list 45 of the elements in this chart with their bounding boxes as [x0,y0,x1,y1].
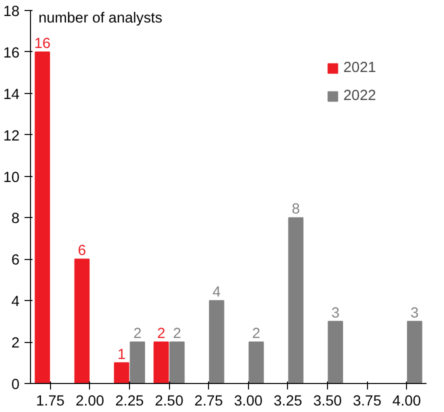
data-label: 2 [157,326,166,342]
y-tick-label: 12 [3,128,20,144]
data-label: 1 [118,346,126,363]
x-tick-label: 2.75 [194,394,223,410]
y-tick-label: 14 [3,86,20,103]
bar [34,51,50,384]
data-label: 6 [78,243,86,260]
y-tick-label: 6 [11,252,20,269]
bar [208,300,224,384]
bar [328,320,344,384]
y-tick-label: 2 [11,336,20,352]
y-tick-label: 4 [11,294,20,310]
y-tick-label: 8 [11,211,20,228]
x-tick-label: 2.25 [115,394,144,410]
x-tick-label: 2.00 [76,394,104,410]
x-tick-label: 3.75 [352,394,382,410]
bar [114,362,130,384]
x-tick-label: 3.25 [274,394,302,410]
bar [248,342,264,384]
y-tick-label: 10 [3,170,20,186]
x-tick-label: 3.00 [234,394,263,410]
x-tick-label: 1.75 [36,394,65,410]
data-label: 3 [331,305,340,322]
x-tick-label: 4.00 [392,394,421,410]
bar [74,258,90,384]
y-tick-label: 18 [3,4,20,20]
y-tick-label: 0 [11,377,20,393]
bar [406,320,422,384]
data-label: 2 [252,326,260,342]
x-tick-label: 3.50 [313,394,342,410]
data-label: 2 [172,326,182,342]
data-label: 8 [292,202,300,218]
data-label: 4 [212,284,221,301]
bar [169,342,185,384]
bar [288,217,304,384]
bar [154,342,169,384]
y-tick-label: 16 [3,45,20,62]
legend-label: 2021 [343,60,376,76]
bar [130,342,146,384]
legend-label: 2022 [343,88,376,104]
y-axis-title: number of analysts [38,10,162,26]
x-tick-label: 2.50 [154,394,184,410]
data-label: 3 [410,305,419,322]
data-label: 2 [133,326,142,342]
data-label: 16 [34,36,51,52]
